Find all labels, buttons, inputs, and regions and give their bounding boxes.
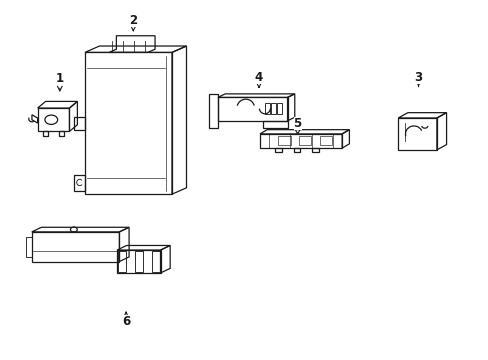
Text: 1: 1 (56, 72, 64, 91)
Text: 2: 2 (129, 14, 137, 31)
Text: 3: 3 (414, 71, 422, 86)
Text: 6: 6 (122, 312, 130, 328)
Text: 5: 5 (293, 117, 301, 134)
Text: 4: 4 (254, 71, 263, 87)
